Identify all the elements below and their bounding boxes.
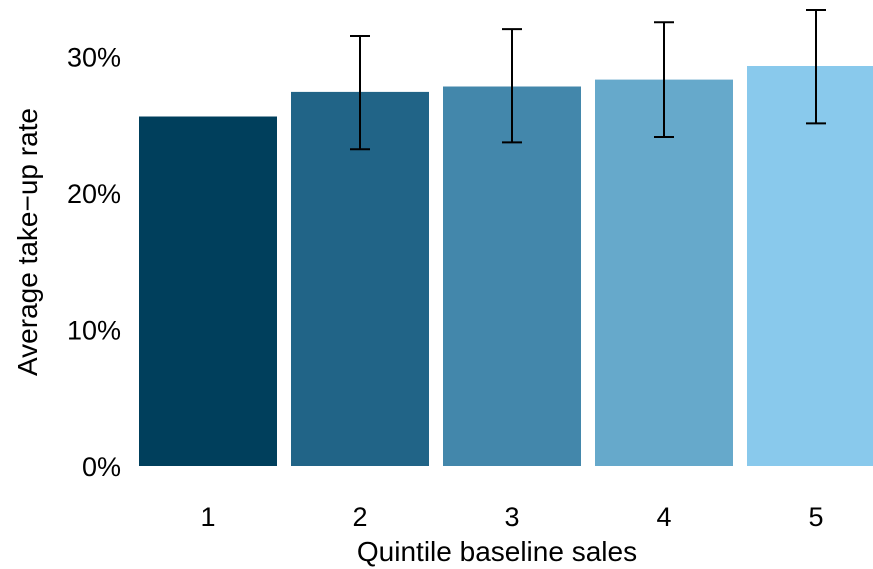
y-axis-title: Average take−up rate bbox=[12, 108, 43, 376]
bar-2 bbox=[291, 91, 429, 467]
x-tick-label-3: 3 bbox=[504, 502, 519, 532]
y-tick-label-0: 0% bbox=[82, 452, 121, 482]
bar-1 bbox=[139, 116, 277, 466]
x-axis: 1 2 3 4 5 bbox=[200, 502, 823, 532]
y-tick-label-10: 10% bbox=[67, 315, 121, 345]
bar-3 bbox=[443, 86, 581, 466]
x-tick-label-1: 1 bbox=[200, 502, 215, 532]
bar-4 bbox=[595, 79, 733, 466]
error-bars-group bbox=[350, 9, 826, 151]
bar-5 bbox=[747, 66, 873, 466]
bars-group bbox=[139, 66, 873, 467]
x-tick-label-5: 5 bbox=[808, 502, 823, 532]
x-tick-label-2: 2 bbox=[352, 502, 367, 532]
y-axis: 0% 10% 20% 30% bbox=[67, 42, 121, 482]
y-tick-label-30: 30% bbox=[67, 42, 121, 72]
y-tick-label-20: 20% bbox=[67, 179, 121, 209]
x-axis-title: Quintile baseline sales bbox=[357, 536, 637, 567]
x-tick-label-4: 4 bbox=[656, 502, 671, 532]
